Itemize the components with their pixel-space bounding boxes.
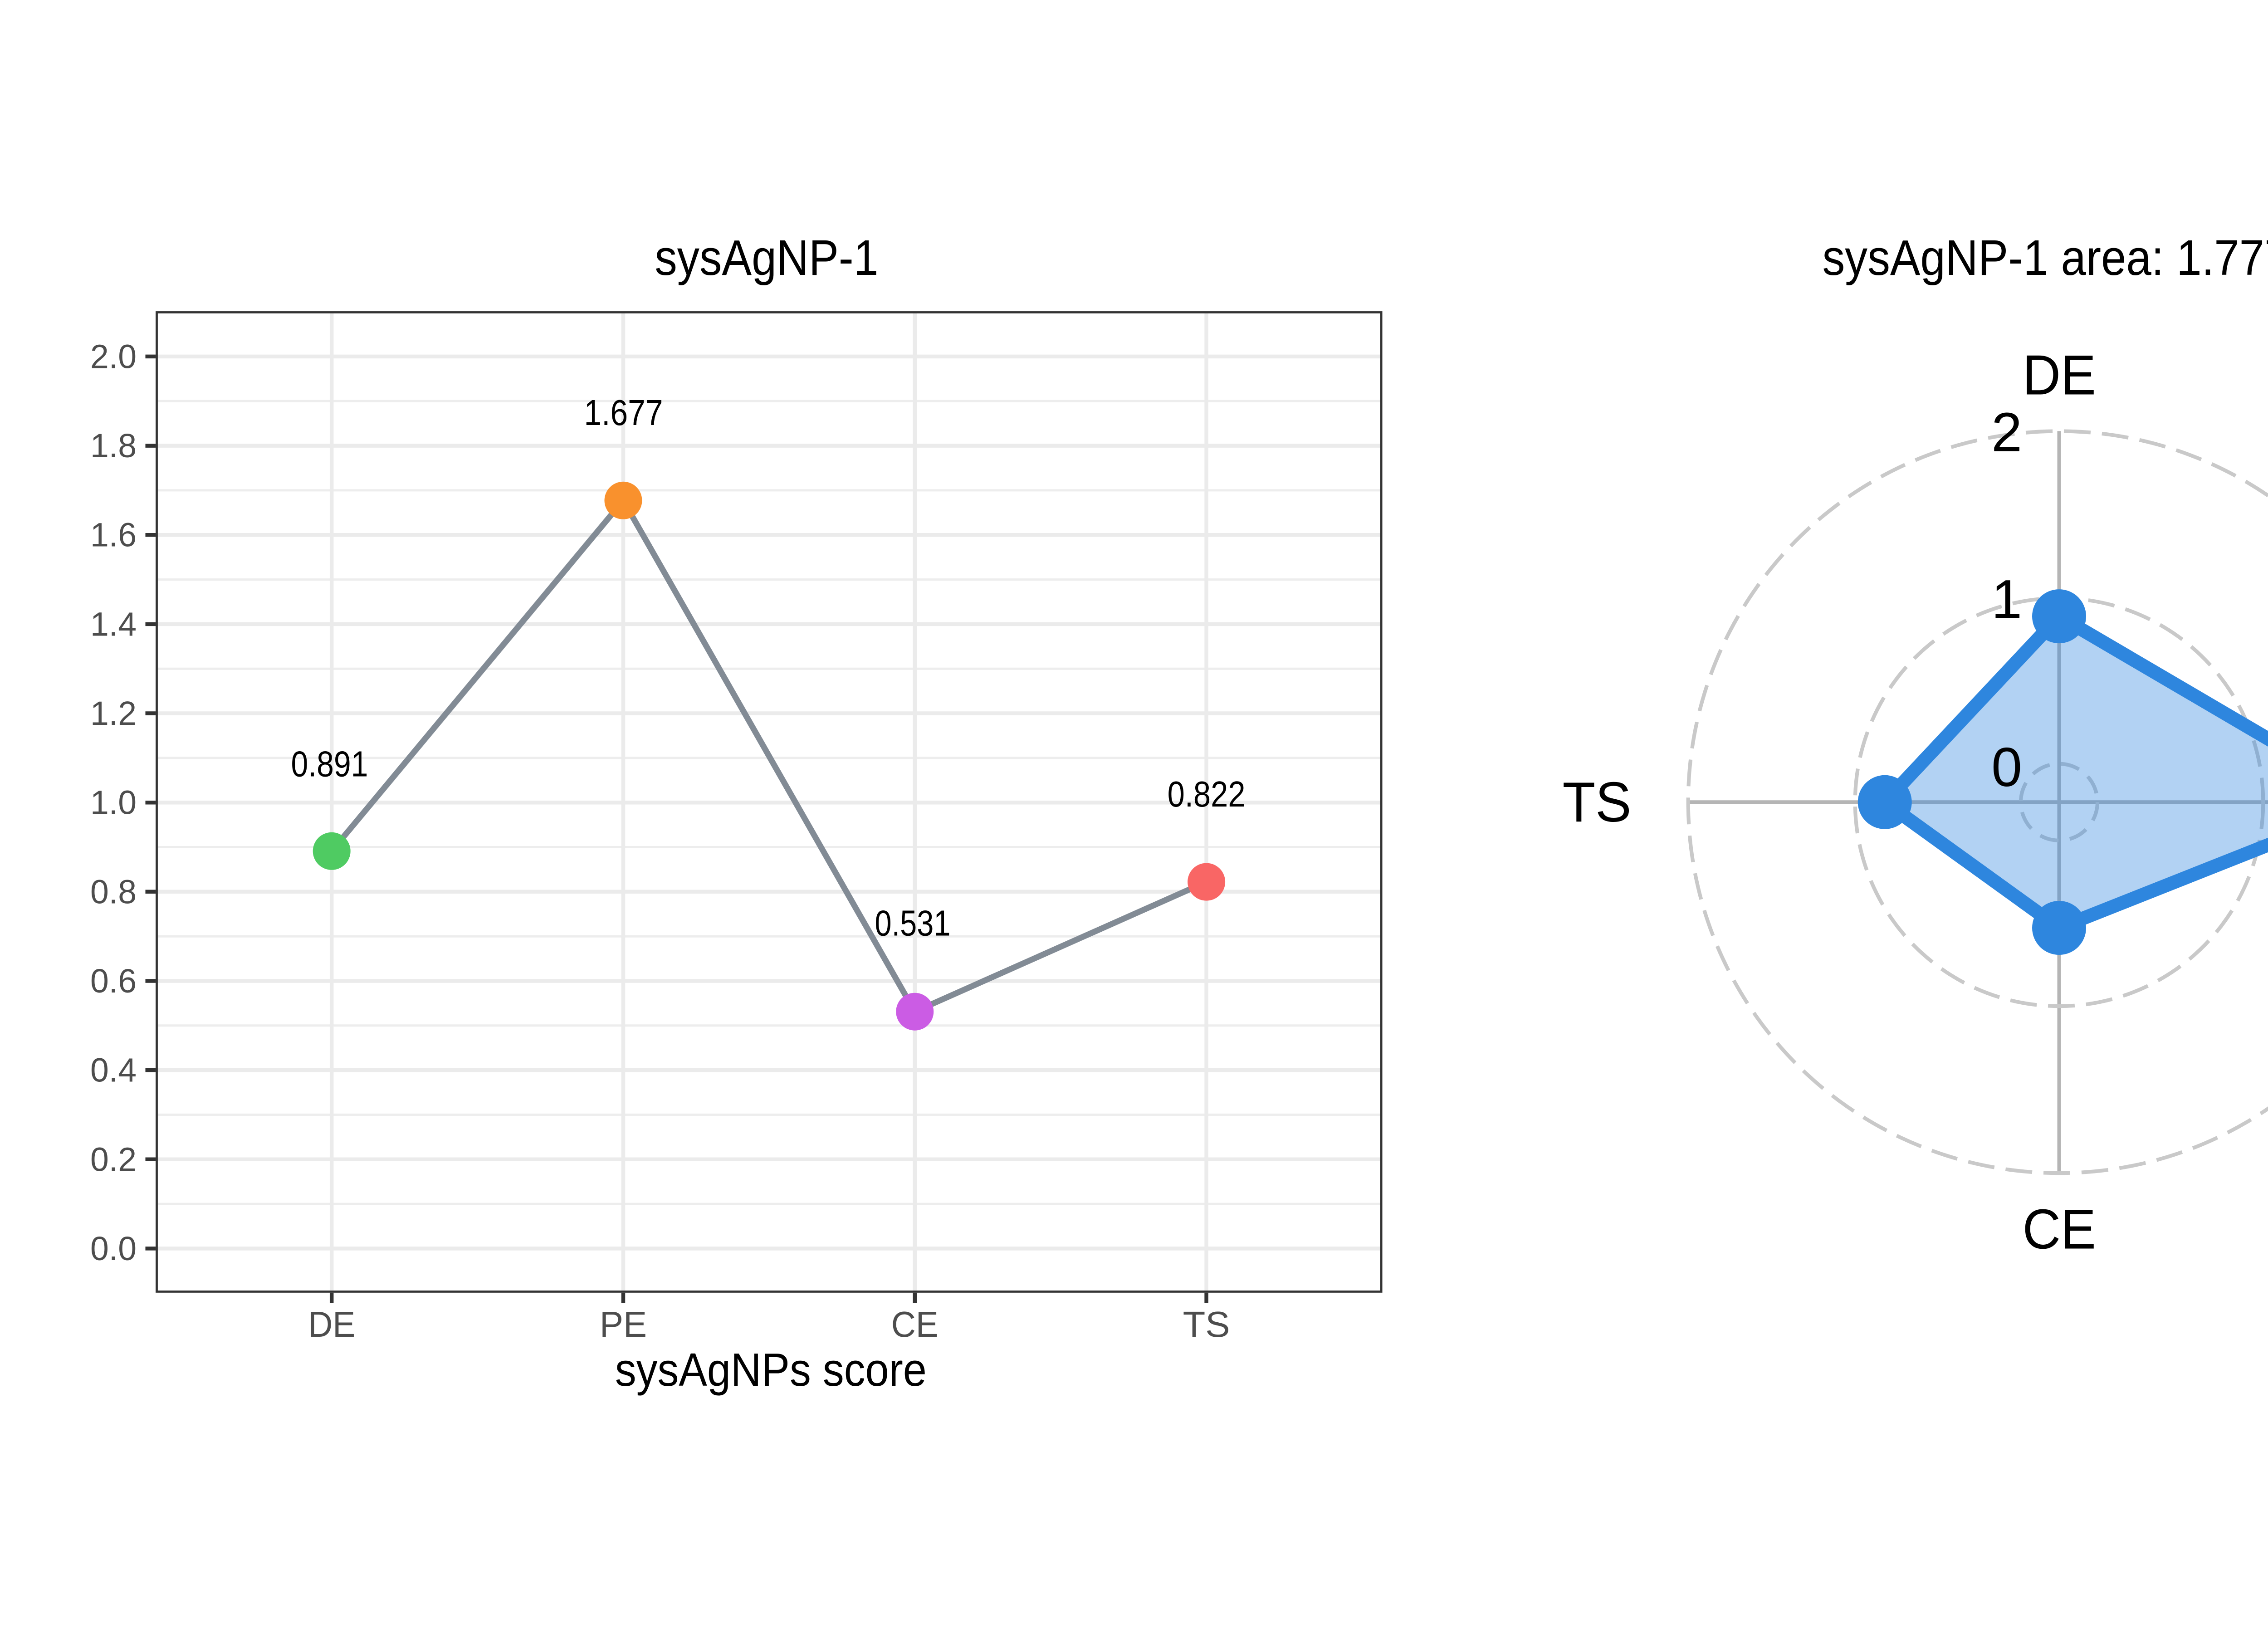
- svg-text:0.4: 0.4: [90, 1051, 137, 1089]
- svg-text:0.531: 0.531: [875, 903, 951, 943]
- svg-text:TS: TS: [1563, 771, 1632, 834]
- svg-text:0.891: 0.891: [291, 743, 368, 784]
- svg-text:DE: DE: [308, 1304, 355, 1345]
- svg-text:0.822: 0.822: [1168, 774, 1246, 814]
- svg-text:1.677: 1.677: [584, 392, 663, 433]
- svg-text:0.0: 0.0: [90, 1230, 137, 1267]
- svg-text:CE: CE: [2023, 1198, 2096, 1261]
- svg-text:sysAgNP-1 area: 1.777: sysAgNP-1 area: 1.777: [1823, 230, 2268, 286]
- svg-text:TS: TS: [1183, 1304, 1230, 1345]
- svg-text:1.8: 1.8: [90, 427, 137, 464]
- svg-text:sysAgNP-1: sysAgNP-1: [655, 230, 879, 286]
- svg-text:1.0: 1.0: [90, 784, 137, 821]
- svg-text:CE: CE: [891, 1304, 938, 1345]
- svg-text:0.8: 0.8: [90, 873, 137, 910]
- svg-text:0.2: 0.2: [90, 1140, 137, 1178]
- svg-text:2.0: 2.0: [90, 337, 137, 375]
- svg-text:2: 2: [1991, 401, 2022, 463]
- svg-text:DE: DE: [2023, 344, 2096, 406]
- svg-text:sysAgNPs score: sysAgNPs score: [615, 1344, 927, 1396]
- svg-text:1.6: 1.6: [90, 516, 137, 554]
- svg-text:0.6: 0.6: [90, 962, 137, 1000]
- svg-text:1.4: 1.4: [90, 605, 137, 643]
- svg-text:1: 1: [1991, 568, 2022, 630]
- svg-text:PE: PE: [600, 1304, 647, 1345]
- svg-text:1.2: 1.2: [90, 694, 137, 732]
- svg-text:0: 0: [1991, 736, 2022, 798]
